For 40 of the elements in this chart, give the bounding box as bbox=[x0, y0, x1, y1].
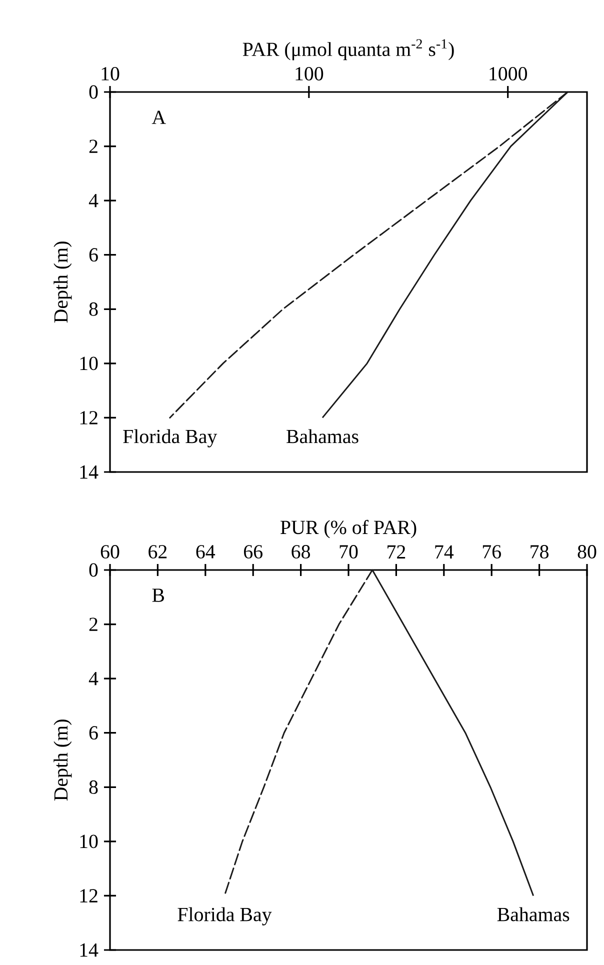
annotation: B bbox=[152, 588, 164, 602]
x-tick-label: 76 bbox=[482, 545, 501, 558]
y-tick-label: 4 bbox=[88, 194, 98, 208]
y-axis-title: Depth (m) bbox=[54, 242, 72, 323]
series-label: Florida Bay bbox=[178, 907, 272, 926]
y-tick-label: 0 bbox=[89, 563, 98, 577]
y-tick-label: 2 bbox=[89, 140, 98, 153]
x-tick-label: 80 bbox=[578, 545, 596, 558]
y-tick-label: 10 bbox=[80, 834, 98, 848]
y-tick-label: 10 bbox=[80, 356, 98, 370]
y-tick-label: 8 bbox=[89, 302, 98, 316]
y-tick-label: 6 bbox=[89, 726, 98, 740]
x-tick-label: 72 bbox=[388, 545, 406, 558]
y-tick-label: 12 bbox=[80, 411, 98, 424]
x-tick-label: 62 bbox=[148, 545, 167, 558]
y-tick-label: 2 bbox=[89, 618, 98, 631]
y-axis-title: Depth (m) bbox=[54, 720, 72, 801]
x-tick-label: 68 bbox=[292, 545, 310, 558]
series-label: Bahamas bbox=[497, 907, 570, 922]
x-axis-title: PUR (% of PAR) bbox=[280, 520, 416, 538]
x-tick-label: 10 bbox=[102, 67, 120, 80]
x-tick-label: 70 bbox=[340, 545, 358, 558]
x-axis-title: PAR (μmol quanta m$^{-2}$ s$^{-1}$) bbox=[242, 39, 454, 60]
series-label: Florida Bay bbox=[123, 429, 218, 448]
y-tick-label: 8 bbox=[89, 780, 98, 794]
y-tick-label: 12 bbox=[80, 889, 98, 902]
y-tick-label: 14 bbox=[80, 943, 98, 957]
x-tick-label: 74 bbox=[435, 545, 454, 558]
y-tick-label: 0 bbox=[89, 85, 98, 99]
x-tick-label: 1000 bbox=[490, 67, 528, 80]
y-tick-label: 4 bbox=[88, 672, 98, 686]
x-tick-label: 60 bbox=[100, 545, 120, 558]
y-tick-label: 6 bbox=[89, 248, 98, 262]
x-tick-label: 66 bbox=[244, 545, 262, 558]
x-tick-label: 78 bbox=[530, 545, 549, 558]
x-tick-label: 64 bbox=[196, 545, 216, 558]
annotation: A bbox=[152, 110, 166, 124]
y-tick-label: 14 bbox=[80, 465, 98, 479]
x-tick-label: 100 bbox=[296, 67, 324, 80]
series-label: Bahamas bbox=[286, 429, 358, 444]
